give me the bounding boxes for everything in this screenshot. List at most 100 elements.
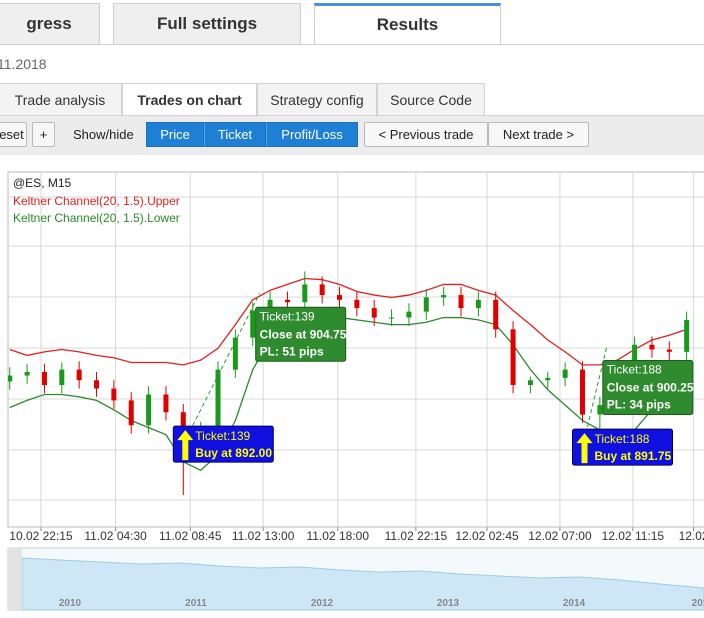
date-text: 11.2018 xyxy=(0,56,47,72)
x-tick-label: 12.02 11:15 xyxy=(602,529,665,543)
legend-entry: Keltner Channel(20, 1.5).Lower xyxy=(13,211,180,225)
candle-body xyxy=(146,394,152,426)
exit-box xyxy=(602,360,694,416)
candle-body xyxy=(441,295,447,298)
x-tick-label: 10.02 22:15 xyxy=(9,529,73,543)
candle-body xyxy=(493,299,499,330)
pl-label: PL: 34 pips xyxy=(607,398,671,412)
toggle-button[interactable]: Price xyxy=(146,122,204,147)
candle-body xyxy=(8,375,13,382)
x-tick-label: 12.02 02:45 xyxy=(455,529,519,543)
candle-body xyxy=(337,295,343,300)
x-tick-label: 12.02 07:00 xyxy=(528,529,592,543)
exit-label: Close at 900.25 xyxy=(607,381,694,395)
candle-body xyxy=(302,284,308,303)
candle-body xyxy=(319,284,325,296)
entry-box xyxy=(172,425,274,463)
candle-body xyxy=(545,377,551,381)
candle-body xyxy=(128,400,134,426)
tab[interactable]: Full settings xyxy=(113,3,301,44)
plot-frame xyxy=(7,171,704,528)
navigator-area xyxy=(21,557,704,611)
candle-body xyxy=(94,380,100,389)
candle-body xyxy=(389,317,395,319)
x-tick-label: 11.02 22:15 xyxy=(385,529,448,543)
candle-body xyxy=(163,394,169,413)
chart: Ticket:139 Buy at 892.00 Ticket:139 Close a… xyxy=(7,171,704,611)
tab[interactable]: Results xyxy=(314,3,501,44)
toggle-button[interactable]: Ticket xyxy=(204,122,266,147)
entry-box xyxy=(572,428,674,466)
year-label: 2010 xyxy=(59,598,82,609)
entry-arrow xyxy=(177,430,194,461)
year-label: 201 xyxy=(692,598,704,609)
candle-body xyxy=(562,369,568,378)
subtab[interactable]: Trade analysis xyxy=(0,83,122,116)
year-label: 2013 xyxy=(437,598,460,609)
show-hide-label: Show/hide xyxy=(73,127,134,142)
pl-label: PL: 51 pips xyxy=(260,344,324,358)
year-label: 2012 xyxy=(311,598,334,609)
tab[interactable]: gress xyxy=(0,3,100,44)
x-tick-label: 11.02 04:30 xyxy=(84,529,147,543)
entry-label: Buy at 891.75 xyxy=(595,449,672,463)
candle-body xyxy=(510,329,516,385)
h-grid xyxy=(8,196,704,501)
ticket-label: Ticket:139 xyxy=(195,429,250,443)
candle-body xyxy=(684,319,690,352)
navigator-handle[interactable] xyxy=(8,548,22,610)
candle-body xyxy=(666,349,672,352)
exit-box xyxy=(255,306,347,362)
candle-body xyxy=(475,299,481,309)
add-button[interactable]: + xyxy=(32,122,55,147)
candle-body xyxy=(232,337,238,370)
keltner-line xyxy=(9,316,688,471)
candle-body xyxy=(371,308,377,318)
keltner-line xyxy=(9,277,687,366)
candle-body xyxy=(215,369,221,430)
candle-body xyxy=(284,299,290,303)
subtab[interactable]: Trades on chart xyxy=(122,83,257,116)
entry-marker: Ticket:139 Buy at 892.00 xyxy=(172,425,274,463)
trade-link xyxy=(182,293,261,445)
prev-button[interactable]: < Previous trade xyxy=(364,122,488,147)
candle-body xyxy=(250,310,256,338)
candle-body xyxy=(406,311,412,318)
toggle-button[interactable]: Profit/Loss xyxy=(266,122,358,147)
candle-body xyxy=(267,299,273,311)
subtab[interactable]: Strategy config xyxy=(257,83,377,116)
ticket-label: Ticket:188 xyxy=(595,432,650,446)
entry-arrow xyxy=(576,433,593,464)
x-tick-label: 12.02 xyxy=(679,529,704,543)
reset-button[interactable]: eset xyxy=(0,122,27,147)
year-label: 2014 xyxy=(563,598,586,609)
candle-body xyxy=(111,388,117,401)
divider xyxy=(0,44,704,45)
candle-body xyxy=(354,299,360,309)
entry-marker: Ticket:188 Buy at 891.75 xyxy=(572,428,674,466)
exit-label: Close at 904.75 xyxy=(260,327,347,341)
ticket-label: Ticket:139 xyxy=(260,309,315,323)
candle-body xyxy=(59,369,65,385)
exit-marker: Ticket:139 Close at 904.75 PL: 51 pips xyxy=(255,306,347,362)
chart-title: @ES, M15 xyxy=(13,176,72,190)
next-button[interactable]: Next trade > xyxy=(488,122,589,147)
entry-label: Buy at 892.00 xyxy=(195,446,272,460)
candle-body xyxy=(76,369,82,381)
x-tick-label: 11.02 13:00 xyxy=(232,529,295,543)
candle-body xyxy=(527,380,533,385)
candle-body xyxy=(24,371,30,376)
x-tick-label: 11.02 18:00 xyxy=(307,529,370,543)
x-tick-label: 11.02 08:45 xyxy=(159,529,222,543)
candle-body xyxy=(458,295,464,309)
legend-entry: Keltner Channel(20, 1.5).Upper xyxy=(13,194,180,208)
exit-marker: Ticket:188 Close at 900.25 PL: 34 pips xyxy=(602,360,694,416)
candle-body xyxy=(649,344,655,350)
year-label: 2011 xyxy=(185,598,207,609)
candle-body xyxy=(423,297,429,312)
candle-body xyxy=(41,371,47,385)
candle-body xyxy=(580,369,586,415)
candle-body xyxy=(597,405,603,415)
subtab[interactable]: Source Code xyxy=(377,83,485,116)
